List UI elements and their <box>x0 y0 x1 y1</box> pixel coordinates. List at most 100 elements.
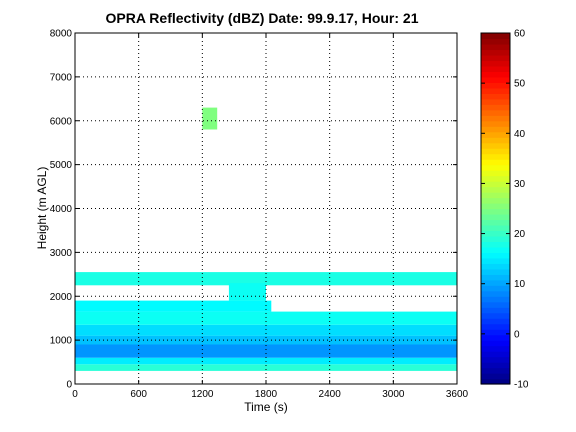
colorbar-frame <box>480 32 511 385</box>
colorbar-segment-53 <box>481 87 510 94</box>
colorbar-segment-31 <box>481 208 510 215</box>
colorbar-segment-11 <box>481 318 510 325</box>
colorbar-segment-2 <box>481 367 510 374</box>
colorbar-segment-56 <box>481 71 510 78</box>
colorbar-segment-40 <box>481 159 510 166</box>
x-tick-label-4: 2400 <box>319 389 342 400</box>
colorbar-segment-16 <box>481 290 510 297</box>
colorbar-segment-57 <box>481 65 510 72</box>
colorbar-segment-30 <box>481 213 510 221</box>
colorbar-tick-label-7: 60 <box>514 29 526 40</box>
y-tick-label-7: 7000 <box>50 72 73 83</box>
colorbar-segment-5 <box>481 351 510 358</box>
colorbar-segment-22 <box>481 257 510 264</box>
echo-region-8 <box>228 283 266 301</box>
colorbar-tick-label-6: 50 <box>514 79 526 90</box>
y-tick-label-5: 5000 <box>50 160 73 171</box>
colorbar-tick-label-5: 40 <box>514 129 526 140</box>
y-tick-label-4: 4000 <box>50 204 73 215</box>
colorbar-segment-19 <box>481 274 510 281</box>
colorbar-segment-9 <box>481 329 510 336</box>
colorbar-segment-23 <box>481 252 510 259</box>
colorbar-segment-27 <box>481 230 510 237</box>
colorbar-segment-38 <box>481 170 510 177</box>
colorbar-segment-6 <box>481 345 510 352</box>
colorbar-segment-63 <box>481 33 510 40</box>
colorbar-segment-47 <box>481 120 510 127</box>
x-axis-label: Time (s) <box>244 400 288 414</box>
colorbar-segment-58 <box>481 60 510 67</box>
colorbar-segment-12 <box>481 312 510 319</box>
y-tick-label-8: 8000 <box>50 29 73 40</box>
colorbar-segment-0 <box>481 378 510 385</box>
colorbar-segment-44 <box>481 137 510 144</box>
colorbar-segment-52 <box>481 93 510 100</box>
colorbar-segment-25 <box>481 241 510 248</box>
colorbar-segment-36 <box>481 181 510 188</box>
x-tick-label-2: 1200 <box>191 389 214 400</box>
colorbar-segment-48 <box>481 115 510 122</box>
colorbar-segment-37 <box>481 175 510 182</box>
colorbar-segment-4 <box>481 356 510 363</box>
echo-region-2 <box>75 344 457 358</box>
colorbar-segment-41 <box>481 153 510 160</box>
colorbar-segment-61 <box>481 43 510 51</box>
x-tick-label-3: 1800 <box>255 389 278 400</box>
colorbar-segment-46 <box>481 126 510 133</box>
echo-region-7 <box>75 272 457 286</box>
y-tick-label-3: 3000 <box>50 248 73 259</box>
colorbar-segment-62 <box>481 38 510 45</box>
colorbar-segment-39 <box>481 164 510 171</box>
echo-region-5 <box>75 311 457 325</box>
colorbar-segment-18 <box>481 279 510 286</box>
y-tick-label-0: 0 <box>66 380 72 391</box>
colorbar-segment-24 <box>481 246 510 253</box>
colorbar-segment-45 <box>481 131 510 138</box>
echo-region-9 <box>202 107 218 130</box>
colorbar-segment-7 <box>481 340 510 347</box>
colorbar-segment-10 <box>481 323 510 330</box>
y-tick-label-6: 6000 <box>50 116 73 127</box>
colorbar-segment-13 <box>481 307 510 314</box>
y-tick-label-2: 2000 <box>50 292 73 303</box>
colorbar-segment-3 <box>481 362 510 369</box>
colorbar-segment-51 <box>481 98 510 105</box>
y-axis-label: Height (m AGL) <box>35 167 49 250</box>
colorbar-segment-21 <box>481 263 510 270</box>
colorbar-segment-34 <box>481 192 510 199</box>
colorbar-segment-15 <box>481 296 510 303</box>
x-tick-label-0: 0 <box>72 389 78 400</box>
colorbar-tick-label-2: 10 <box>514 279 526 290</box>
colorbar-segment-29 <box>481 219 510 226</box>
colorbar-segment-17 <box>481 285 510 292</box>
colorbar-segment-32 <box>481 203 510 210</box>
colorbar-tick-label-4: 30 <box>514 179 526 190</box>
colorbar-segment-54 <box>481 82 510 89</box>
colorbar-segment-28 <box>481 224 510 232</box>
echo-region-6 <box>75 300 272 312</box>
x-tick-label-1: 600 <box>130 389 147 400</box>
echo-region-4 <box>75 324 457 336</box>
colorbar-segment-1 <box>481 373 510 380</box>
colorbar-segment-50 <box>481 104 510 111</box>
colorbar-segment-33 <box>481 197 510 204</box>
echo-region-0 <box>75 364 457 371</box>
colorbar-segment-43 <box>481 142 510 149</box>
colorbar-segment-14 <box>481 301 510 308</box>
colorbar-segment-59 <box>481 54 510 62</box>
chart-title: OPRA Reflectivity (dBZ) Date: 99.9.17, H… <box>105 10 418 26</box>
colorbar-segment-26 <box>481 235 510 242</box>
plot-area: 0 600 1200 1800 2400 3000 3600 0 1000 2000 3000 400… <box>50 29 469 401</box>
colorbar-segment-42 <box>481 148 510 155</box>
x-tick-label-6: 3600 <box>446 389 469 400</box>
colorbar-segment-20 <box>481 268 510 275</box>
colorbar-segment-35 <box>481 186 510 193</box>
colorbar-tick-label-0: -10 <box>514 380 529 391</box>
colorbar-tick-label-3: 20 <box>514 229 526 240</box>
x-tick-label-5: 3000 <box>382 389 405 400</box>
colorbar: -10 0 10 20 30 40 50 60 <box>480 29 529 391</box>
colorbar-segment-49 <box>481 109 510 116</box>
colorbar-tick-label-1: 0 <box>514 329 520 340</box>
colorbar-segment-55 <box>481 76 510 83</box>
